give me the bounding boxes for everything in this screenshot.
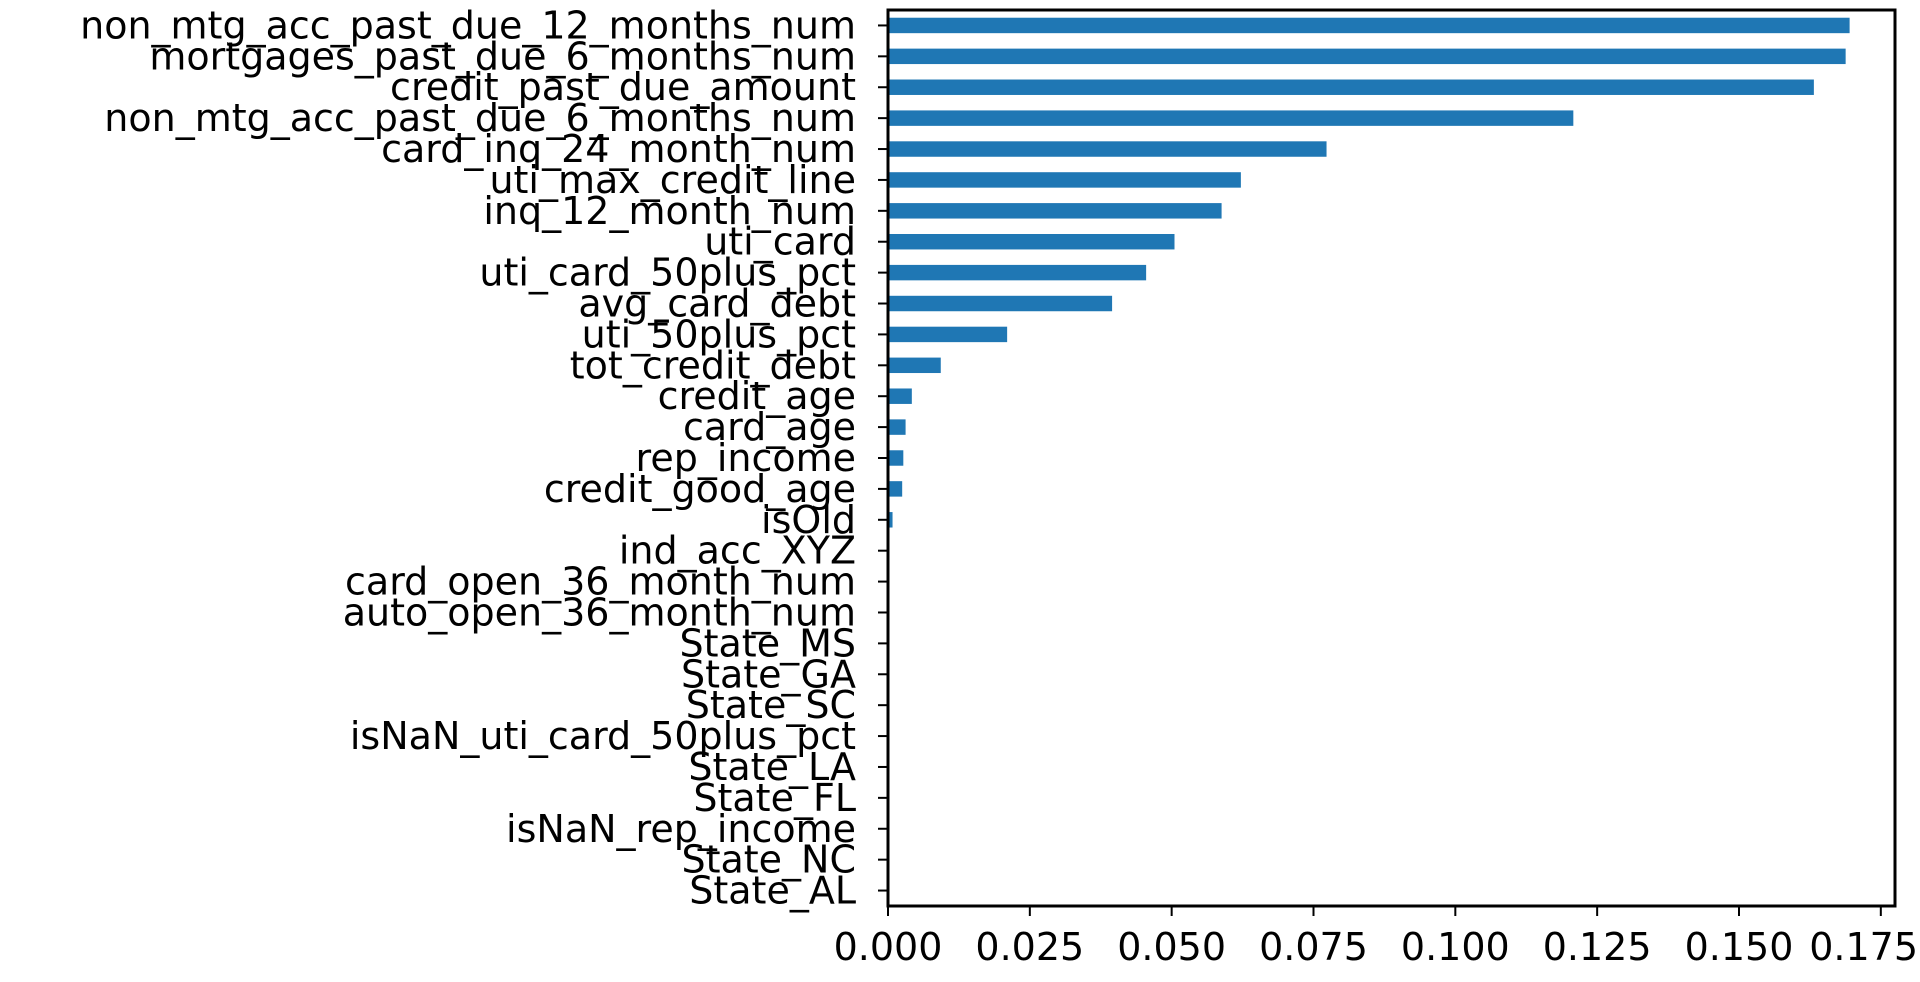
x-tick-label: 0.050 xyxy=(1117,925,1226,969)
bar-non_mtg_acc_past_due_12_months_num xyxy=(888,17,1850,34)
y-tick-label: State_SC xyxy=(686,683,856,727)
y-tick-label: card_age xyxy=(683,405,856,449)
bar-isOld xyxy=(888,512,893,528)
y-tick-label: tot_credit_debt xyxy=(570,343,856,387)
bar-card_inq_24_month_num xyxy=(888,141,1327,157)
y-tick-label: credit_good_age xyxy=(544,467,856,511)
y-tick-label: mortgages_past_due_6_months_num xyxy=(149,34,856,78)
plot-frame xyxy=(886,8,1897,908)
y-axis-ticks: non_mtg_acc_past_due_12_months_nummortga… xyxy=(80,3,888,913)
y-tick-label: inq_12_month_num xyxy=(483,189,856,233)
y-tick-label: State_FL xyxy=(693,776,856,820)
x-tick-label: 0.000 xyxy=(834,925,943,969)
bar-credit_good_age xyxy=(888,481,903,497)
y-tick-label: ind_acc_XYZ xyxy=(619,529,856,573)
bar-uti_card xyxy=(888,234,1175,250)
y-tick-label: uti_max_credit_line xyxy=(489,158,856,202)
y-tick-label: uti_50plus_pct xyxy=(582,312,856,356)
bar-uti_max_credit_line xyxy=(888,172,1241,188)
x-axis-ticks: 0.000 0.025 0.050 0.075 0.100 0.125 0.150 0.175 xyxy=(834,906,1918,969)
y-tick-label: State_GA xyxy=(681,652,856,696)
bar-uti_card_50plus_pct xyxy=(888,264,1147,281)
x-tick-label: 0.125 xyxy=(1543,925,1652,969)
y-tick-label: card_inq_24_month_num xyxy=(381,127,856,171)
bar-non_mtg_acc_past_due_6_months_num xyxy=(888,110,1574,126)
y-tick-label: card_open_36_month_num xyxy=(345,560,856,604)
bar-mortgages_past_due_6_months_num xyxy=(888,48,1846,65)
bar-rep_income xyxy=(888,450,904,466)
y-tick-label: credit_past_due_amount xyxy=(390,65,856,109)
y-tick-label: non_mtg_acc_past_due_6_months_num xyxy=(104,96,856,140)
bar-avg_card_debt xyxy=(888,295,1113,312)
y-tick-label: State_NC xyxy=(681,838,856,882)
x-tick-label: 0.025 xyxy=(975,925,1084,969)
bars-group xyxy=(888,17,1850,528)
bar-credit_age xyxy=(888,388,912,404)
y-tick-label: auto_open_36_month_num xyxy=(343,590,856,634)
bar-uti_50plus_pct xyxy=(888,326,1008,343)
x-tick-label: 0.175 xyxy=(1809,925,1918,969)
y-tick-label: uti_card_50plus_pct xyxy=(479,251,856,295)
x-tick-label: 0.100 xyxy=(1401,925,1510,969)
y-tick-label: isNaN_uti_card_50plus_pct xyxy=(350,714,856,758)
y-tick-label: State_LA xyxy=(688,745,856,789)
y-tick-label: isOld xyxy=(761,498,856,542)
y-tick-label: State_MS xyxy=(680,621,857,665)
y-tick-label: rep_income xyxy=(636,436,856,480)
y-tick-label: isNaN_rep_income xyxy=(506,807,856,851)
y-tick-label: State_AL xyxy=(689,869,856,913)
y-tick-label: credit_age xyxy=(658,374,856,418)
bar-tot_credit_debt xyxy=(888,357,941,374)
bar-inq_12_month_num xyxy=(888,203,1222,219)
x-tick-label: 0.150 xyxy=(1685,925,1794,969)
bar-card_age xyxy=(888,419,906,435)
x-tick-label: 0.075 xyxy=(1259,925,1368,969)
y-tick-label: non_mtg_acc_past_due_12_months_num xyxy=(80,3,856,47)
bar-credit_past_due_amount xyxy=(888,79,1814,95)
y-tick-label: avg_card_debt xyxy=(578,282,856,326)
y-tick-label: uti_card xyxy=(704,220,856,264)
